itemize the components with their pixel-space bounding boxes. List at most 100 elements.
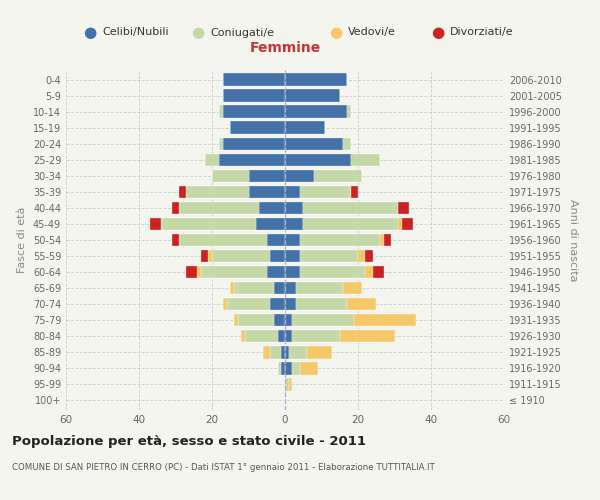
Bar (205, 154, 220, 166)
Bar (267, 266, 285, 278)
Bar (358, 250, 365, 262)
Bar (212, 250, 271, 262)
Bar (248, 170, 285, 182)
Bar (343, 282, 362, 294)
Bar (380, 234, 383, 246)
Bar (285, 170, 314, 182)
Bar (187, 266, 197, 278)
Bar (212, 170, 248, 182)
Bar (271, 298, 285, 310)
Bar (256, 218, 285, 230)
Bar (285, 266, 299, 278)
Bar (285, 346, 289, 358)
Bar (292, 314, 355, 326)
Bar (172, 202, 179, 214)
Bar (350, 154, 380, 166)
Bar (281, 346, 285, 358)
Bar (227, 298, 271, 310)
Bar (271, 346, 281, 358)
Bar (340, 330, 395, 342)
Bar (271, 250, 285, 262)
Bar (285, 90, 340, 102)
Bar (365, 266, 373, 278)
Bar (234, 314, 238, 326)
Bar (285, 378, 289, 390)
Bar (201, 266, 267, 278)
Bar (292, 362, 299, 374)
Bar (285, 106, 347, 118)
Bar (303, 218, 398, 230)
Bar (398, 218, 402, 230)
Bar (285, 218, 303, 230)
Bar (292, 330, 340, 342)
Text: ●: ● (431, 25, 445, 40)
Bar (314, 170, 362, 182)
Bar (187, 186, 248, 198)
Bar (223, 138, 285, 150)
Bar (350, 186, 358, 198)
Bar (220, 138, 223, 150)
Bar (285, 138, 343, 150)
Bar (402, 218, 413, 230)
Bar (299, 362, 318, 374)
Bar (197, 266, 201, 278)
Bar (179, 234, 267, 246)
Bar (285, 314, 292, 326)
Bar (299, 234, 380, 246)
Bar (238, 314, 274, 326)
Bar (285, 186, 299, 198)
Bar (347, 298, 376, 310)
Bar (150, 218, 161, 230)
Bar (241, 330, 245, 342)
Text: ●: ● (83, 25, 97, 40)
Bar (296, 298, 347, 310)
Bar (398, 202, 409, 214)
Text: Femmine: Femmine (250, 40, 320, 54)
Bar (234, 282, 274, 294)
Bar (223, 74, 285, 86)
Bar (220, 154, 285, 166)
Bar (285, 202, 303, 214)
Bar (248, 186, 285, 198)
Bar (373, 266, 383, 278)
Bar (267, 234, 285, 246)
Bar (179, 186, 187, 198)
Bar (343, 138, 350, 150)
Text: Vedovi/e: Vedovi/e (348, 28, 396, 38)
Bar (347, 106, 350, 118)
Bar (172, 234, 179, 246)
Bar (274, 282, 285, 294)
Bar (383, 234, 391, 246)
Bar (208, 250, 212, 262)
Y-axis label: Fasce di età: Fasce di età (17, 207, 27, 273)
Bar (285, 362, 292, 374)
Bar (285, 122, 325, 134)
Bar (303, 202, 398, 214)
Bar (161, 218, 256, 230)
Bar (223, 298, 227, 310)
Bar (223, 90, 285, 102)
Bar (299, 266, 365, 278)
Y-axis label: Anni di nascita: Anni di nascita (568, 198, 578, 281)
Text: Coniugati/e: Coniugati/e (210, 28, 274, 38)
Bar (263, 346, 271, 358)
Text: Celibi/Nubili: Celibi/Nubili (102, 28, 169, 38)
Bar (285, 298, 296, 310)
Bar (230, 122, 285, 134)
Text: ●: ● (191, 25, 205, 40)
Bar (285, 74, 347, 86)
Bar (289, 346, 307, 358)
Bar (278, 362, 281, 374)
Bar (285, 282, 296, 294)
Bar (179, 202, 259, 214)
Bar (223, 106, 285, 118)
Text: ●: ● (329, 25, 343, 40)
Bar (278, 330, 285, 342)
Bar (296, 282, 343, 294)
Bar (281, 362, 285, 374)
Bar (245, 330, 278, 342)
Bar (201, 250, 208, 262)
Bar (285, 154, 350, 166)
Bar (299, 250, 358, 262)
Text: Divorziati/e: Divorziati/e (450, 28, 514, 38)
